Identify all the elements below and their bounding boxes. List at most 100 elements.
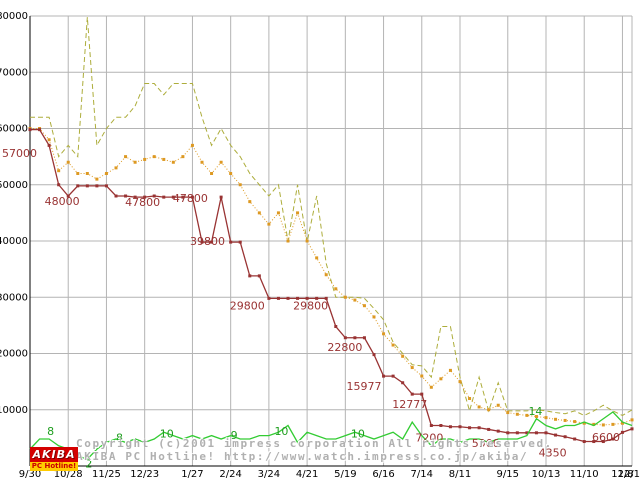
marker-average-price [439,377,443,381]
marker-average-price [124,155,128,159]
marker-lowest-price [391,374,395,378]
akiba-logo-subtitle: PC Hotline! [30,462,78,471]
marker-average-price [66,160,70,164]
watermark-copyright: Copyright (c)2001 impress corporation Al… [76,437,553,463]
marker-lowest-price [382,374,386,378]
marker-lowest-price [343,336,347,340]
marker-lowest-price [248,274,252,278]
marker-lowest-price [315,296,319,300]
marker-average-price [296,211,300,215]
marker-average-price [582,421,586,425]
marker-lowest-price [152,194,156,198]
x-tick-label: 10/28 [54,469,83,480]
marker-average-price [592,422,596,426]
y-tick-label: 50000 [0,180,28,191]
marker-average-price [525,413,529,417]
y-tick-label: 70000 [0,67,28,78]
marker-average-price [305,239,309,243]
copyright-line2: AKIBA PC Hotline! http://www.watch.impre… [76,450,529,463]
marker-average-price [324,273,328,277]
point-label: 48000 [45,195,80,208]
marker-lowest-price [76,184,80,188]
marker-average-price [468,397,472,400]
y-tick-label: 60000 [0,124,28,135]
point-label: 47800 [173,192,208,205]
marker-lowest-price [229,240,233,244]
marker-average-price [372,315,376,319]
marker-lowest-price [362,336,366,340]
marker-lowest-price [210,240,214,244]
marker-average-price [152,155,156,159]
x-tick-label: 12/15 [618,469,640,480]
marker-average-price [104,172,108,175]
marker-lowest-price [477,426,481,430]
marker-lowest-price [324,296,328,300]
marker-average-price [534,415,538,418]
marker-lowest-price [582,440,586,444]
marker-average-price [515,412,519,416]
point-label: 29800 [230,299,265,312]
marker-lowest-price [267,296,271,300]
point-label: 29800 [293,299,328,312]
marker-lowest-price [573,437,577,441]
marker-lowest-price [190,195,194,199]
copyright-line1: Copyright (c)2001 impress corporation Al… [76,437,553,450]
y-tick-label: 30000 [0,292,28,303]
marker-average-price [238,183,242,187]
marker-lowest-price [276,296,280,300]
point-label: 10 [274,425,288,438]
x-tick-label: 3/24 [258,469,280,480]
marker-average-price [76,172,80,175]
marker-average-price [95,177,99,181]
series-shops-count [29,411,633,461]
marker-lowest-price [124,194,128,198]
marker-lowest-price [448,425,452,429]
marker-lowest-price [410,392,414,396]
marker-average-price [57,169,61,173]
marker-lowest-price [601,440,605,444]
marker-lowest-price [563,435,567,439]
marker-lowest-price [38,128,42,132]
akiba-logo: AKIBA PC Hotline! [30,447,78,471]
akiba-logo-title: AKIBA [30,447,78,462]
marker-lowest-price [592,440,596,444]
marker-lowest-price [66,194,70,198]
y-tick-label: 20000 [0,349,28,360]
marker-average-price [133,160,137,164]
x-tick-label: 8/11 [449,469,471,480]
point-label: 10 [351,427,365,440]
point-label: 7200 [415,432,443,445]
point-label: 5900 [472,437,500,450]
point-label: 12777 [392,398,427,411]
point-label: 57000 [2,147,37,160]
marker-average-price [420,374,424,378]
marker-average-price [353,298,357,302]
marker-average-price [200,160,204,164]
point-label: 9 [231,429,238,442]
marker-lowest-price [104,184,108,188]
marker-lowest-price [162,195,166,199]
marker-average-price [276,211,280,215]
marker-average-price [487,408,491,412]
series-highest-price [30,17,633,417]
marker-average-price [257,211,261,215]
point-label: 15977 [347,380,382,393]
marker-average-price [391,343,395,347]
marker-lowest-price [171,195,175,199]
marker-lowest-price [372,353,376,357]
marker-average-price [410,366,414,370]
marker-average-price [477,405,481,409]
x-tick-label: 1/27 [181,469,203,480]
point-label: 4350 [539,447,567,460]
marker-lowest-price [353,336,357,340]
x-tick-label: 2/24 [219,469,241,480]
point-label: 39800 [190,235,225,248]
marker-average-price [429,385,433,389]
marker-lowest-price [47,143,51,147]
marker-lowest-price [238,240,242,244]
marker-lowest-price [439,424,443,427]
marker-average-price [554,417,558,421]
marker-average-price [620,421,624,425]
x-tick-label: 7/14 [411,469,433,480]
